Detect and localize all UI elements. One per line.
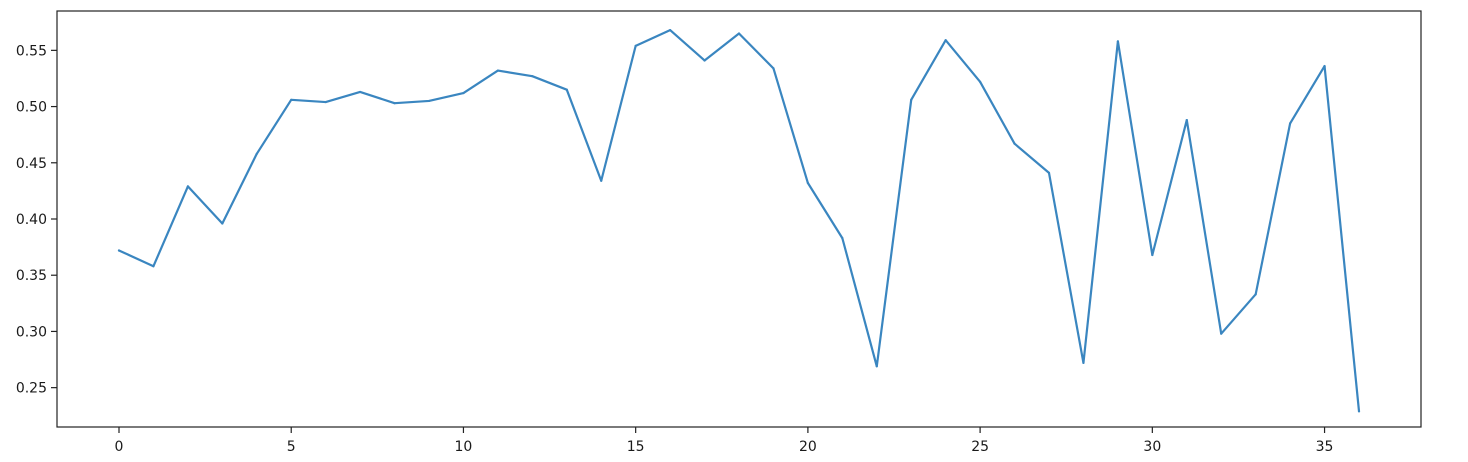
data-point xyxy=(600,179,603,182)
y-tick-label: 0.35 xyxy=(16,268,47,284)
data-point xyxy=(703,59,706,62)
data-point xyxy=(1082,361,1085,365)
data-point xyxy=(1254,293,1257,296)
data-point xyxy=(290,98,293,101)
y-tick-label: 0.40 xyxy=(16,212,47,228)
data-point xyxy=(496,69,499,72)
data-point xyxy=(531,75,534,78)
x-tick-label: 30 xyxy=(1143,439,1161,455)
data-point xyxy=(152,265,155,268)
y-axis: 0.25 0.30 0.35 0.40 0.45 0.50 0.55 xyxy=(16,43,57,397)
y-tick-label: 0.25 xyxy=(16,381,47,397)
x-tick-label: 15 xyxy=(627,439,645,455)
data-point xyxy=(1185,118,1188,122)
x-axis: 0 5 10 15 20 25 30 35 xyxy=(115,427,1334,455)
x-tick-label: 25 xyxy=(971,439,989,455)
y-tick-label: 0.55 xyxy=(16,43,47,59)
plot-frame xyxy=(56,10,1422,428)
x-tick-label: 35 xyxy=(1316,439,1334,455)
data-point xyxy=(221,222,224,225)
data-point xyxy=(669,29,672,32)
data-point xyxy=(944,39,947,42)
data-point xyxy=(255,152,258,155)
data-point xyxy=(806,181,809,185)
y-tick-label: 0.45 xyxy=(16,156,47,172)
series-line xyxy=(117,29,1361,413)
series-layer xyxy=(117,29,1361,413)
x-tick-label: 0 xyxy=(115,439,124,455)
data-point xyxy=(427,99,431,103)
data-point xyxy=(1047,171,1051,175)
data-point xyxy=(393,102,396,105)
y-tick-label: 0.30 xyxy=(16,324,47,340)
data-point xyxy=(841,237,844,240)
data-point xyxy=(117,249,121,252)
plot-border xyxy=(56,10,1422,428)
data-point xyxy=(359,90,362,94)
data-point xyxy=(1013,142,1016,145)
data-point xyxy=(186,185,189,188)
data-point xyxy=(979,80,982,83)
data-point xyxy=(634,44,637,47)
data-point xyxy=(875,365,878,368)
data-point xyxy=(910,98,913,101)
data-point xyxy=(772,67,775,70)
data-point xyxy=(1323,64,1326,68)
y-tick-label: 0.50 xyxy=(16,100,47,116)
data-point xyxy=(1151,253,1154,257)
data-point xyxy=(462,91,465,95)
data-point xyxy=(1357,410,1361,413)
x-tick-label: 20 xyxy=(799,439,817,455)
data-point xyxy=(1220,332,1223,335)
data-point xyxy=(737,32,741,35)
data-point xyxy=(1116,40,1119,43)
data-point xyxy=(1289,122,1292,125)
data-point xyxy=(565,88,568,91)
x-tick-label: 10 xyxy=(455,439,473,455)
x-tick-label: 5 xyxy=(287,439,296,455)
data-point xyxy=(324,100,327,104)
